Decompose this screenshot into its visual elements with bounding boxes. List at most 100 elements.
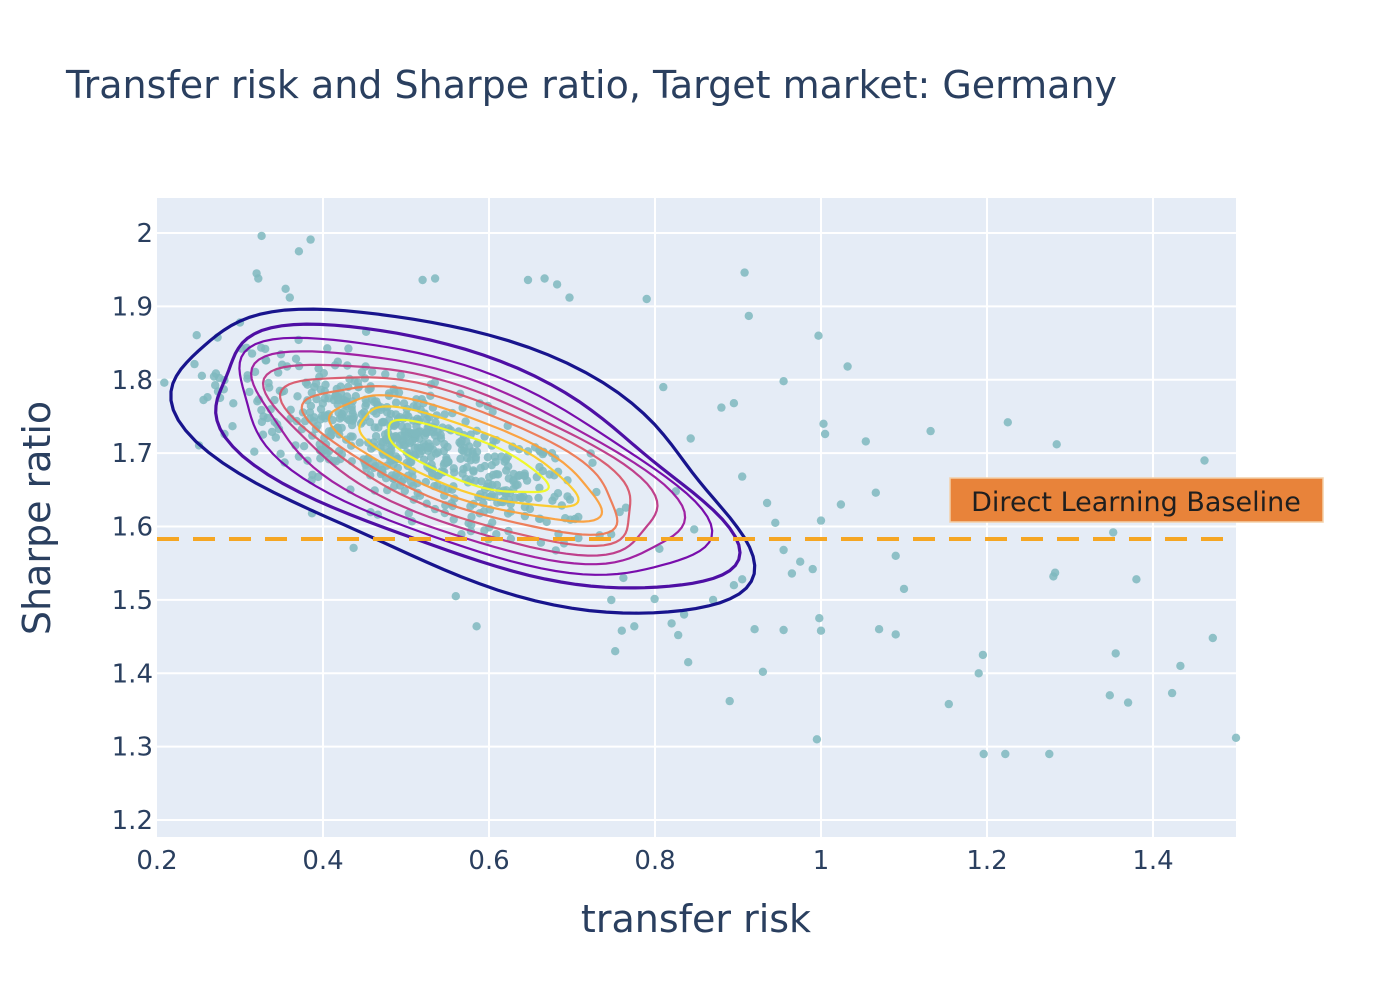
- data-point: [250, 367, 260, 377]
- data-point: [492, 480, 502, 490]
- data-point: [1109, 528, 1118, 537]
- contour-line: [249, 350, 687, 566]
- data-point: [974, 669, 983, 678]
- data-point: [404, 412, 413, 421]
- data-point: [502, 466, 511, 475]
- data-point: [324, 455, 334, 464]
- contour-line: [261, 363, 659, 557]
- data-point: [443, 457, 453, 467]
- data-point: [311, 379, 321, 388]
- data-point: [1003, 418, 1012, 427]
- data-point: [659, 382, 668, 392]
- contour-line: [387, 418, 550, 494]
- data-point: [538, 449, 547, 459]
- y-tick-labels: 1.2 1.3 1.4 1.5 1.6 1.7 1.8 1.9 2: [112, 219, 153, 836]
- data-point: [336, 382, 345, 391]
- data-point: [421, 428, 430, 438]
- data-point: [522, 476, 532, 485]
- y-tick-label: 1.8: [112, 366, 153, 396]
- data-point: [509, 469, 518, 479]
- data-point: [472, 622, 481, 631]
- data-point: [1111, 649, 1120, 658]
- data-point: [424, 443, 433, 453]
- data-point: [299, 442, 309, 451]
- contour-line: [300, 384, 619, 536]
- data-point: [306, 401, 316, 411]
- data-point: [316, 404, 326, 414]
- data-point: [725, 696, 734, 706]
- x-tick-label: 0.2: [136, 846, 177, 876]
- data-point: [978, 650, 988, 660]
- data-point: [808, 564, 817, 574]
- data-point: [257, 343, 266, 352]
- data-point: [160, 378, 169, 387]
- data-point: [344, 344, 353, 353]
- data-point: [331, 457, 341, 466]
- data-point: [899, 584, 909, 594]
- x-tick-label: 0.6: [468, 846, 509, 876]
- data-point: [1176, 661, 1185, 671]
- data-point: [534, 493, 543, 502]
- data-point: [744, 311, 753, 321]
- data-point: [307, 388, 316, 397]
- y-axis-title: Sharpe ratio: [15, 401, 59, 635]
- data-point: [819, 419, 828, 428]
- data-point: [480, 461, 489, 471]
- data-point: [944, 699, 953, 709]
- data-point: [391, 398, 401, 407]
- data-point: [345, 374, 354, 384]
- data-point: [1123, 698, 1133, 707]
- data-point: [457, 436, 466, 446]
- data-point: [197, 371, 207, 380]
- data-point: [779, 545, 788, 555]
- data-point: [483, 453, 493, 462]
- data-point: [861, 437, 870, 446]
- data-point: [816, 516, 826, 525]
- data-point: [607, 595, 616, 605]
- data-point: [410, 443, 419, 453]
- data-point: [492, 530, 501, 539]
- data-point: [310, 413, 319, 422]
- data-point: [276, 449, 285, 458]
- annotation-label: Direct Learning Baseline: [971, 487, 1301, 518]
- data-point: [400, 486, 409, 496]
- data-point: [314, 364, 323, 373]
- data-point: [211, 369, 221, 378]
- data-point: [729, 581, 739, 590]
- data-point: [674, 630, 683, 640]
- data-point: [1208, 633, 1218, 643]
- baseline-annotation: Direct Learning Baseline: [949, 477, 1324, 523]
- data-point: [471, 455, 480, 464]
- data-point: [229, 399, 238, 408]
- contour-line: [358, 405, 580, 508]
- data-point: [574, 533, 583, 543]
- data-point: [407, 437, 417, 446]
- data-point: [523, 275, 533, 285]
- y-tick-label: 1.7: [112, 439, 153, 469]
- data-point: [758, 667, 768, 676]
- data-point: [762, 498, 772, 508]
- data-point: [449, 464, 458, 473]
- data-point: [293, 392, 302, 401]
- data-point: [565, 293, 574, 302]
- data-point: [621, 503, 631, 512]
- data-point: [497, 452, 506, 461]
- data-point: [427, 468, 437, 478]
- data-point: [650, 594, 659, 604]
- data-point: [368, 367, 377, 376]
- data-point: [488, 407, 497, 416]
- data-point: [1231, 733, 1241, 742]
- data-point: [750, 625, 759, 634]
- x-tick-label: 0.4: [302, 846, 343, 876]
- data-point: [440, 439, 449, 449]
- data-point: [294, 247, 304, 256]
- data-point: [684, 658, 693, 667]
- data-point: [779, 625, 788, 635]
- data-point: [891, 630, 900, 639]
- data-point: [717, 403, 726, 412]
- data-point: [391, 432, 400, 441]
- data-point: [430, 274, 440, 283]
- data-point: [400, 431, 410, 441]
- data-point: [262, 356, 271, 365]
